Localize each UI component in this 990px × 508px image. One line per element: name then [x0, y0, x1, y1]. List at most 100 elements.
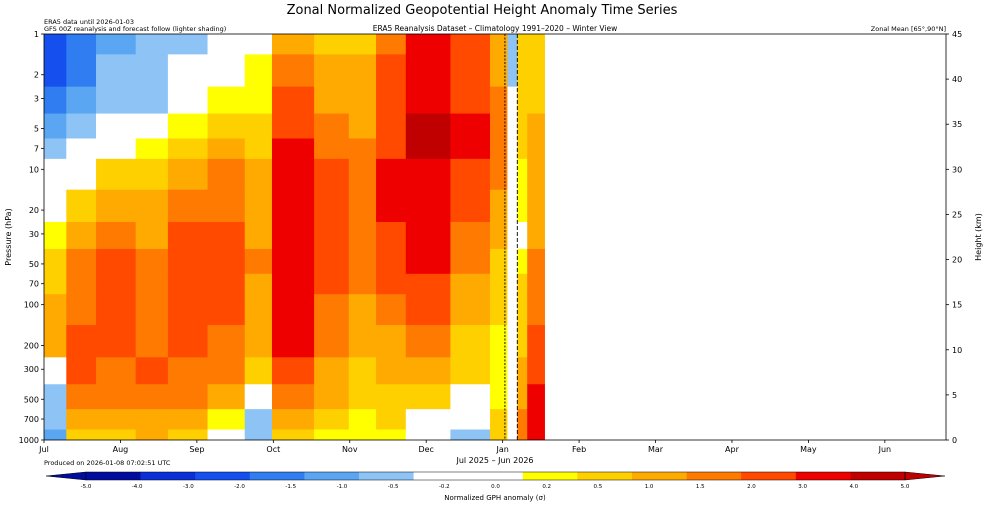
- anomaly-cell: [244, 273, 273, 295]
- colorbar-tick-label: 0.0: [491, 484, 500, 490]
- colorbar-segment: [413, 472, 469, 480]
- colorbar-tick-label: 3.0: [798, 484, 807, 490]
- anomaly-cell: [527, 189, 545, 223]
- month-tick-label: Aug: [113, 445, 129, 454]
- anomaly-cell: [207, 248, 246, 275]
- anomaly-cell: [44, 409, 67, 430]
- anomaly-cell: [507, 248, 518, 275]
- pressure-tick-label: 700: [24, 415, 39, 424]
- anomaly-cell: [167, 221, 208, 250]
- anomaly-cell: [507, 86, 518, 114]
- colorbar-segment: [686, 472, 742, 480]
- colorbar-segment: [522, 472, 578, 480]
- anomaly-cell: [376, 325, 407, 358]
- pressure-tick-label: 70: [29, 280, 39, 289]
- anomaly-cell: [135, 138, 169, 160]
- anomaly-cell: [490, 54, 508, 88]
- anomaly-cell: [450, 189, 491, 223]
- anomaly-cell: [348, 54, 377, 88]
- anomaly-cell: [96, 34, 137, 55]
- anomaly-cell: [517, 221, 528, 250]
- month-tick-label: Feb: [572, 445, 586, 454]
- month-tick-label: Oct: [266, 445, 280, 454]
- anomaly-cell: [376, 113, 407, 139]
- anomaly-cell: [167, 86, 208, 114]
- anomaly-cell: [376, 429, 407, 440]
- anomaly-cell: [314, 86, 350, 114]
- anomaly-cell: [450, 221, 491, 250]
- anomaly-cell: [405, 34, 451, 55]
- height-tick-label: 30: [952, 165, 962, 174]
- anomaly-cell: [527, 248, 545, 275]
- anomaly-cell: [450, 86, 491, 114]
- colorbar-min-extension: [45, 471, 87, 481]
- anomaly-cell: [44, 273, 67, 295]
- anomaly-cell: [450, 138, 491, 160]
- anomaly-cell: [517, 429, 528, 440]
- anomaly-cell: [135, 325, 169, 358]
- anomaly-cell: [450, 384, 491, 410]
- anomaly-cell: [517, 384, 528, 410]
- colorbar-segment: [304, 472, 360, 480]
- pressure-axis-label: Pressure (hPa): [4, 208, 13, 265]
- anomaly-cell: [167, 189, 208, 223]
- anomaly-cell: [314, 357, 350, 385]
- plot-area: [43, 33, 947, 441]
- anomaly-cell: [44, 357, 67, 385]
- colorbar-segment: [577, 472, 633, 480]
- anomaly-cell: [135, 34, 169, 55]
- anomaly-cell: [450, 113, 491, 139]
- colorbar-tick-label: 1.0: [645, 484, 654, 490]
- pressure-axis: 1 2 3 5 7 10 20 30 50 70 100 200 300 500 700 1000: [19, 30, 44, 445]
- anomaly-cell: [405, 384, 451, 410]
- anomaly-cell: [271, 189, 315, 223]
- anomaly-cell: [450, 409, 491, 430]
- anomaly-cell: [527, 54, 545, 88]
- anomaly-cell: [207, 54, 246, 88]
- colorbar-segment: [359, 472, 414, 480]
- anomaly-cell: [348, 384, 377, 410]
- height-tick-label: 20: [952, 256, 962, 265]
- anomaly-cell: [348, 158, 377, 191]
- anomaly-cell: [135, 158, 169, 191]
- anomaly-cell: [44, 248, 67, 275]
- anomaly-cell: [376, 54, 407, 88]
- month-tick-label: Apr: [725, 445, 740, 454]
- anomaly-cell: [314, 34, 350, 55]
- plot-frame: [43, 33, 947, 441]
- anomaly-cell: [66, 273, 97, 295]
- height-tick-label: 10: [952, 346, 962, 355]
- anomaly-cell: [66, 325, 97, 358]
- anomaly-cell: [517, 113, 528, 139]
- anomaly-cell: [314, 113, 350, 139]
- anomaly-cell: [66, 221, 97, 250]
- colorbar-tick-label: -3.0: [183, 484, 194, 490]
- anomaly-cell: [348, 409, 377, 430]
- anomaly-cell: [271, 138, 315, 160]
- anomaly-cell: [167, 294, 208, 326]
- anomaly-cell: [207, 158, 246, 191]
- anomaly-cell: [167, 34, 208, 55]
- anomaly-cell: [376, 294, 407, 326]
- pressure-tick-label: 50: [29, 260, 39, 269]
- anomaly-cell: [376, 273, 407, 295]
- anomaly-cell: [517, 294, 528, 326]
- pressure-tick-label: 100: [24, 301, 39, 310]
- anomaly-cell: [405, 86, 451, 114]
- anomaly-cell: [450, 158, 491, 191]
- anomaly-cell: [66, 54, 97, 88]
- anomaly-cell: [405, 189, 451, 223]
- anomaly-cell: [314, 248, 350, 275]
- anomaly-cell: [135, 429, 169, 440]
- anomaly-cell: [517, 86, 528, 114]
- height-tick-label: 40: [952, 75, 962, 84]
- month-axis: Jul Aug Sep Oct Nov Dec Jan Feb Mar Apr May Jun: [38, 440, 891, 454]
- anomaly-cell: [314, 273, 350, 295]
- anomaly-cell: [490, 34, 508, 55]
- anomaly-cell: [44, 158, 67, 191]
- anomaly-cell: [314, 158, 350, 191]
- pressure-tick-label: 3: [34, 95, 39, 104]
- anomaly-cell: [244, 113, 273, 139]
- colorbar-label: Normalized GPH anomaly (σ): [444, 494, 546, 502]
- anomaly-cell: [517, 248, 528, 275]
